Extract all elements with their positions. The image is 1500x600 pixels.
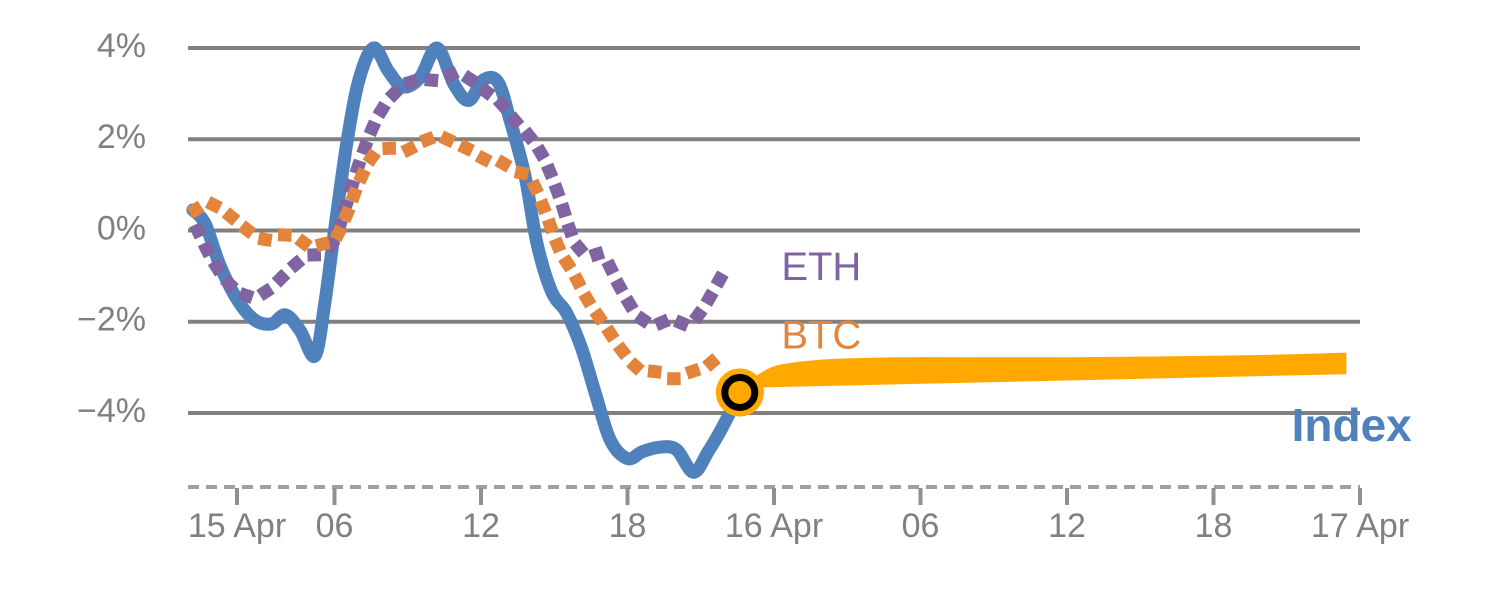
- series-label-btc[interactable]: BTC: [781, 313, 861, 357]
- series-line-eth[interactable]: [189, 66, 730, 331]
- data-series-group: [186, 41, 747, 479]
- x-axis-tick-labels: 15 Apr 06 12 18 16 Apr 06 12 18 17 Apr: [188, 507, 1409, 545]
- series-label-eth[interactable]: ETH: [781, 245, 861, 289]
- series-label-index[interactable]: Index: [1292, 399, 1413, 451]
- x-tick-label-0: 15 Apr: [188, 507, 286, 545]
- y-tick-label-1: 2%: [97, 118, 146, 156]
- x-tick-label-7: 18: [1195, 507, 1233, 545]
- series-line-btc[interactable]: [186, 130, 735, 386]
- x-tick-label-6: 12: [1048, 507, 1086, 545]
- gridlines: [188, 46, 1360, 415]
- x-axis: [188, 485, 1362, 505]
- last-actual-marker[interactable]: [721, 373, 759, 411]
- forecast-band: [739, 352, 1347, 389]
- series-inline-labels: Index ETH BTC: [781, 245, 1412, 451]
- data-point-markers: [715, 368, 764, 417]
- y-axis-tick-labels: 4% 2% 0% −2% −4%: [77, 27, 146, 430]
- series-line-index[interactable]: [186, 41, 747, 479]
- x-tick-label-2: 12: [462, 507, 500, 545]
- x-tick-label-5: 06: [902, 507, 940, 545]
- forecast-band-area: [739, 352, 1347, 389]
- y-tick-label-2: 0%: [97, 209, 146, 247]
- y-tick-label-3: −2%: [77, 301, 146, 339]
- x-tick-label-3: 18: [609, 507, 647, 545]
- x-tick-label-1: 06: [316, 507, 354, 545]
- x-tick-label-8: 17 Apr: [1311, 507, 1409, 545]
- y-tick-label-4: −4%: [77, 392, 146, 430]
- y-tick-label-0: 4%: [97, 27, 146, 65]
- x-tick-label-4: 16 Apr: [725, 507, 823, 545]
